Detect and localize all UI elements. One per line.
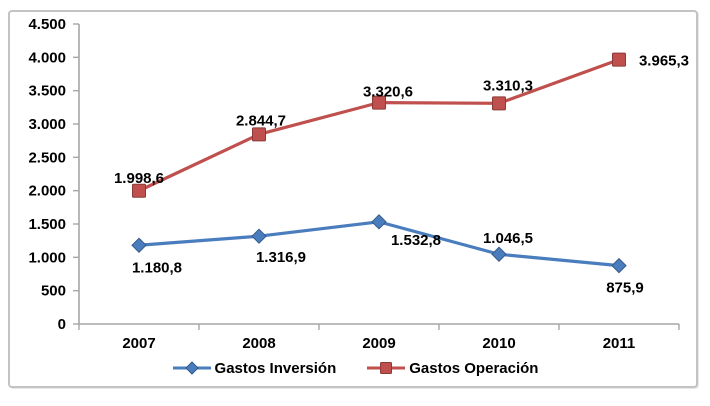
data-point-marker[interactable] — [131, 237, 147, 253]
y-tick-label: 500 — [41, 283, 66, 300]
data-label: 3.310,3 — [483, 77, 533, 94]
data-point-marker[interactable] — [372, 95, 386, 110]
data-label: 1.532,8 — [391, 232, 441, 249]
y-tick-label: 4.000 — [28, 49, 66, 66]
x-category-label: 2010 — [482, 335, 515, 352]
legend-item-gastos-operacion[interactable]: Gastos Operación — [366, 360, 538, 376]
data-label: 3.965,3 — [639, 53, 689, 70]
data-point-marker[interactable] — [251, 228, 267, 244]
chart-legend: Gastos Inversión Gastos Operación — [0, 356, 710, 380]
data-point-marker[interactable] — [612, 52, 626, 67]
y-tick-label: 3.000 — [28, 116, 66, 133]
y-tick-label: 3.500 — [28, 83, 66, 100]
data-point-marker[interactable] — [371, 214, 387, 230]
y-tick-label: 4.500 — [28, 16, 66, 33]
y-tick-label: 2.000 — [28, 183, 66, 200]
data-label: 3.320,6 — [363, 84, 413, 101]
y-tick-label: 0 — [58, 316, 66, 333]
data-point-marker[interactable] — [492, 96, 506, 111]
data-label: 875,9 — [606, 280, 644, 297]
data-label: 1.180,8 — [132, 259, 182, 276]
y-tick-label: 1.000 — [28, 249, 66, 266]
x-category-label: 2007 — [122, 335, 155, 352]
x-category-label: 2011 — [603, 335, 636, 352]
data-label: 1.316,9 — [256, 249, 306, 266]
legend-item-gastos-inversion[interactable]: Gastos Inversión — [172, 359, 337, 377]
legend-label-gastos-operacion: Gastos Operación — [409, 359, 539, 377]
legend-label-gastos-inversion: Gastos Inversión — [214, 359, 337, 377]
legend-marker-diamond-icon — [172, 360, 212, 376]
data-point-marker[interactable] — [611, 257, 627, 274]
data-point-marker[interactable] — [132, 183, 146, 198]
data-point-marker[interactable] — [252, 127, 266, 142]
x-category-label: 2008 — [242, 335, 275, 352]
y-tick-label: 2.500 — [28, 149, 66, 166]
x-category-label: 2009 — [362, 335, 395, 352]
data-label: 1.046,5 — [483, 230, 533, 247]
series-line-gastos-operacion — [138, 58, 620, 193]
legend-marker-square-icon — [366, 360, 406, 376]
y-tick-label: 1.500 — [28, 216, 66, 233]
data-label: 2.844,7 — [236, 112, 286, 129]
data-point-marker[interactable] — [491, 246, 507, 262]
data-label: 1.998,6 — [114, 170, 164, 187]
